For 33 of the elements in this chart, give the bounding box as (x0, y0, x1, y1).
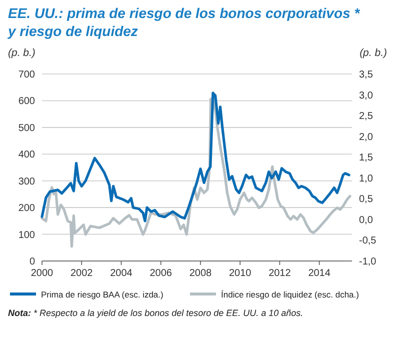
x-tick-label: 2010 (228, 268, 252, 279)
y2-axis-title: (p. b.) (360, 47, 387, 59)
y2-tick-label: 0,5 (359, 194, 374, 206)
y2-tick-label: 3,5 (359, 70, 374, 80)
y2-tick-label: -1,0 (359, 256, 377, 268)
y2-tick-label: 2,0 (359, 132, 374, 143)
y2-tick-label: 0,0 (359, 214, 374, 226)
y2-tick-label: 2,5 (359, 111, 374, 122)
y-axis-title: (p. b.) (8, 47, 36, 59)
legend-label: Prima de riesgo BAA (esc. izda.) (41, 290, 164, 300)
x-tick-label: 2008 (189, 268, 212, 279)
y2-tick-label: 1,0 (359, 173, 374, 184)
y-tick-label: 400 (18, 150, 36, 161)
y2-tick-label: 3,0 (359, 90, 374, 102)
x-tick-label: 2002 (70, 268, 94, 279)
x-tick-label: 2004 (110, 268, 133, 279)
x-tick-label: 2012 (268, 268, 292, 279)
legend-label: Índice riesgo de liquidez (esc. dcha.) (221, 290, 360, 300)
y-tick-label: 100 (18, 230, 36, 241)
y-tick-label: 0 (29, 256, 36, 268)
chart-title: EE. UU.: prima de riesgo de los bonos corporativos * y riesgo de liquidez (7, 5, 360, 39)
y-tick-label: 300 (18, 176, 36, 188)
x-tick-label: 2014 (308, 268, 331, 279)
y-tick-label: 700 (18, 70, 36, 80)
x-tick-label: 2006 (150, 268, 172, 279)
y-tick-label: 600 (18, 96, 36, 108)
y-tick-label: 200 (18, 203, 36, 214)
y2-tick-label: -0,5 (359, 236, 377, 247)
text: Nota: * Respecto a la yield de los bonos del tesoro de EE. UU. a 10 años. (8, 308, 304, 318)
y-tick-label: 500 (18, 122, 36, 134)
y2-tick-label: 1,5 (359, 152, 374, 164)
x-tick-label: 2000 (30, 268, 54, 279)
line-series (40, 92, 350, 222)
